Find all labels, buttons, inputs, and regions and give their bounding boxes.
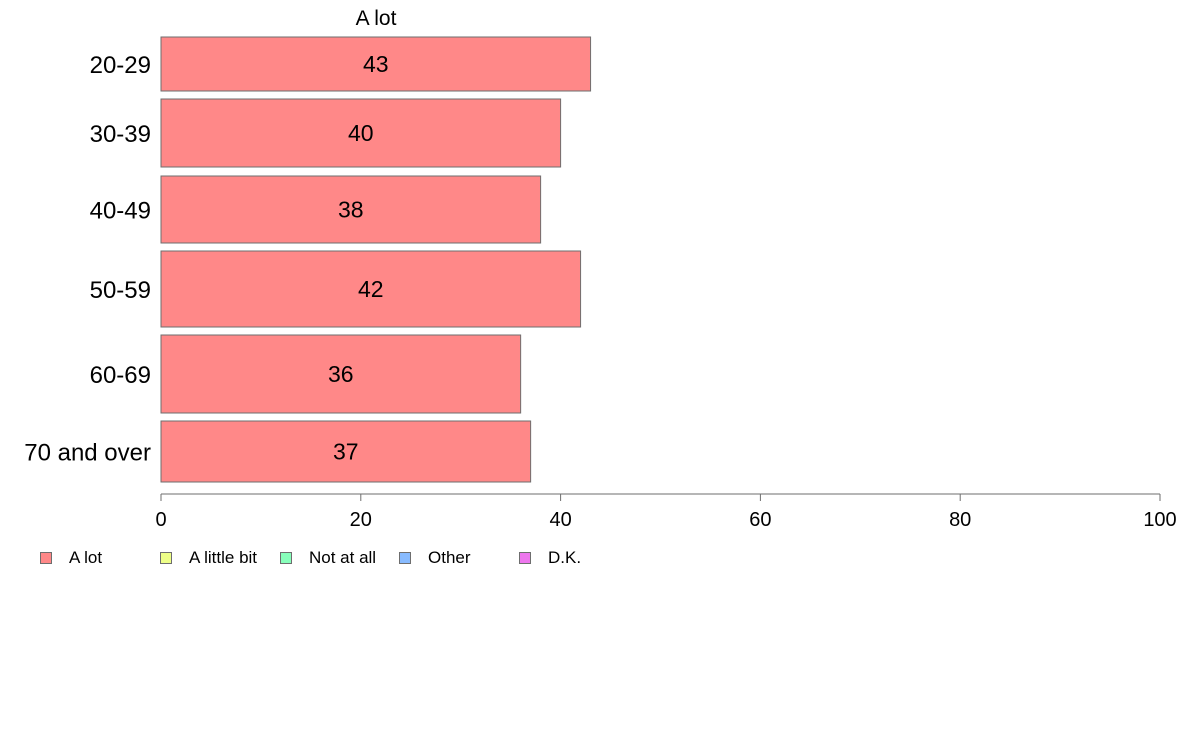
legend: A lot A little bit Not at all Other D.K. (0, 544, 1188, 572)
x-tick-label: 40 (549, 509, 571, 531)
chart-title: A lot (356, 7, 397, 30)
bar (160, 250, 582, 328)
legend-label: A lot (69, 548, 103, 567)
bar-value-label: 36 (328, 361, 354, 387)
legend-label: Not at all (309, 548, 377, 567)
bar-value-label: 42 (358, 276, 384, 302)
y-tick-label: 30-39 (90, 121, 151, 148)
legend-swatch-a-little-bit (160, 552, 172, 564)
legend-item-other: Other (399, 544, 471, 572)
bars-group: 43 40 38 42 36 37 (160, 36, 592, 483)
legend-swatch-dk (519, 552, 531, 564)
bar-value-label: 43 (363, 51, 389, 77)
y-axis-labels: 20-29 30-39 40-49 50-59 60-69 70 and over (24, 52, 151, 467)
y-tick-label: 70 and over (24, 440, 151, 467)
x-tick-label: 100 (1143, 509, 1176, 531)
legend-item-a-little-bit: A little bit (160, 544, 257, 572)
legend-item-a-lot: A lot (40, 544, 102, 572)
bar (160, 98, 562, 168)
x-tick-label: 0 (155, 509, 166, 531)
legend-label: Other (428, 548, 471, 567)
bar (160, 420, 532, 483)
bar-value-label: 37 (333, 439, 359, 465)
y-tick-label: 20-29 (90, 52, 151, 79)
bar (160, 175, 542, 244)
x-axis: 0 20 40 60 80 100 (155, 493, 1177, 531)
x-tick-label: 60 (749, 509, 771, 531)
legend-item-dk: D.K. (519, 544, 581, 572)
legend-item-not-at-all: Not at all (280, 544, 376, 572)
legend-swatch-other (399, 552, 411, 564)
y-tick-label: 60-69 (90, 362, 151, 389)
legend-swatch-not-at-all (280, 552, 292, 564)
bar (160, 334, 522, 414)
legend-label: D.K. (548, 548, 582, 567)
y-tick-label: 40-49 (90, 198, 151, 225)
legend-swatch-a-lot (40, 552, 52, 564)
bar (160, 36, 592, 92)
x-tick-label: 80 (949, 509, 971, 531)
bar-value-label: 40 (348, 120, 374, 146)
y-tick-label: 50-59 (90, 277, 151, 304)
bar-value-label: 38 (338, 197, 364, 223)
x-tick-label: 20 (350, 509, 372, 531)
legend-label: A little bit (189, 548, 258, 567)
